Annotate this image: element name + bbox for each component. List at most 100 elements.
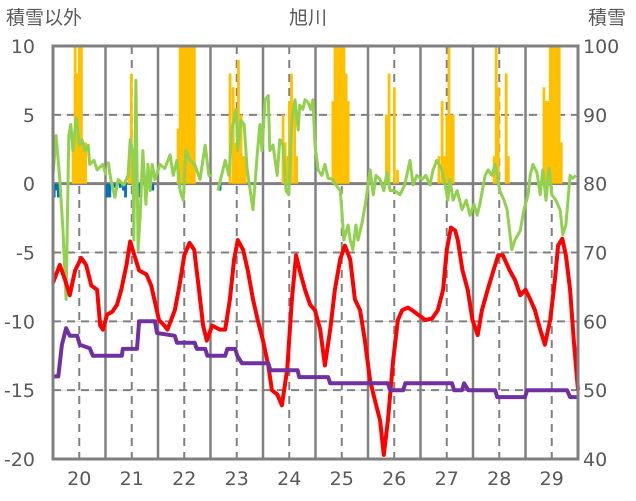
orange-bar (544, 101, 548, 184)
orange-bar (127, 169, 131, 184)
orange-bar (437, 156, 441, 184)
orange-bar (71, 142, 75, 184)
orange-bar (191, 46, 195, 184)
orange-bar (553, 46, 557, 184)
x-tick: 27 (435, 468, 459, 490)
orange-bar (445, 114, 449, 184)
x-tick: 28 (487, 468, 511, 490)
orange-bar (504, 73, 508, 184)
green-line (51, 78, 577, 301)
blue-bar (108, 183, 112, 198)
orange-bar (546, 101, 550, 184)
y-tick-right: 100 (583, 36, 619, 58)
orange-bar (287, 101, 291, 184)
orange-bar (295, 156, 299, 184)
plot-frame (51, 44, 580, 461)
orange-bar (559, 142, 563, 184)
x-tick: 23 (225, 468, 249, 490)
orange-bar (440, 101, 444, 184)
x-tick: 29 (540, 468, 564, 490)
blue-bar (54, 183, 58, 191)
series-lines (51, 78, 580, 457)
orange-bar (129, 73, 133, 184)
orange-bar (342, 46, 346, 184)
orange-bar (506, 156, 510, 184)
orange-bar (337, 46, 341, 184)
blue-bar (122, 183, 125, 191)
orange-bar (233, 142, 237, 184)
orange-bar (333, 46, 337, 184)
orange-bar (176, 128, 180, 184)
y-tick-left: 0 (23, 174, 35, 196)
orange-bar (286, 156, 290, 184)
orange-bar (241, 156, 245, 184)
y-tick-right: 70 (583, 243, 607, 265)
blue-bar (124, 183, 127, 198)
y-tick-right: 90 (583, 105, 607, 127)
x-tick: 24 (277, 468, 301, 490)
orange-bar (550, 46, 554, 184)
y-tick-left: -10 (4, 311, 35, 333)
orange-bar (387, 73, 391, 184)
orange-bar (80, 46, 83, 184)
x-tick: 26 (382, 468, 406, 490)
orange-bar (442, 156, 446, 184)
blue-bar (113, 183, 117, 188)
x-tick: 20 (67, 468, 91, 490)
x-tick: 22 (172, 468, 196, 490)
orange-bar (396, 169, 399, 184)
y-tick-right: 40 (583, 449, 607, 471)
orange-bar (84, 142, 88, 184)
x-tick: 21 (120, 468, 144, 490)
orange-bar (185, 46, 188, 184)
orange-bar (77, 46, 81, 184)
right-axis-title: 積雪 (588, 7, 626, 29)
orange-bar (335, 46, 339, 184)
orange-bar (339, 46, 343, 184)
orange-bar (189, 46, 193, 184)
y-tick-right: 60 (583, 311, 607, 333)
y-tick-right: 50 (583, 380, 607, 402)
y-tick-right: 80 (583, 174, 607, 196)
blue-bar (151, 183, 155, 191)
orange-bar (451, 114, 455, 184)
orange-bar (73, 46, 77, 184)
orange-bar (237, 59, 240, 184)
orange-bar (494, 46, 498, 184)
orange-bar (496, 87, 500, 184)
orange-bar (447, 46, 451, 184)
y-tick-left: -20 (4, 449, 35, 471)
orange-bar (180, 46, 184, 184)
orange-bar (449, 114, 453, 184)
purple-snow-depth (53, 319, 578, 400)
orange-bar (231, 87, 235, 184)
blue-bar (56, 183, 60, 198)
orange-bar (385, 114, 388, 184)
orange-bar (239, 114, 243, 184)
orange-bar (346, 101, 350, 184)
blue-bar (118, 183, 122, 188)
y-tick-left: -5 (16, 243, 35, 265)
orange-bar (178, 46, 182, 184)
y-tick-left: 5 (23, 105, 35, 127)
orange-bar (182, 46, 186, 184)
orange-bar (228, 73, 232, 184)
orange-bar (548, 46, 552, 184)
orange-bar (331, 101, 335, 184)
orange-bar (392, 87, 396, 184)
y-tick-left: -15 (4, 380, 35, 402)
y-tick-left: 10 (11, 36, 35, 58)
orange-bar (344, 73, 348, 184)
orange-bar (243, 156, 247, 184)
orange-bar (82, 142, 85, 184)
blue-bar (105, 183, 109, 198)
left-axis-title: 積雪以外 (6, 7, 82, 29)
x-tick: 25 (330, 468, 354, 490)
orange-bar (542, 87, 546, 184)
orange-bar (192, 46, 196, 184)
orange-bar (293, 101, 296, 184)
orange-bar (555, 46, 559, 184)
orange-bar (557, 46, 561, 184)
